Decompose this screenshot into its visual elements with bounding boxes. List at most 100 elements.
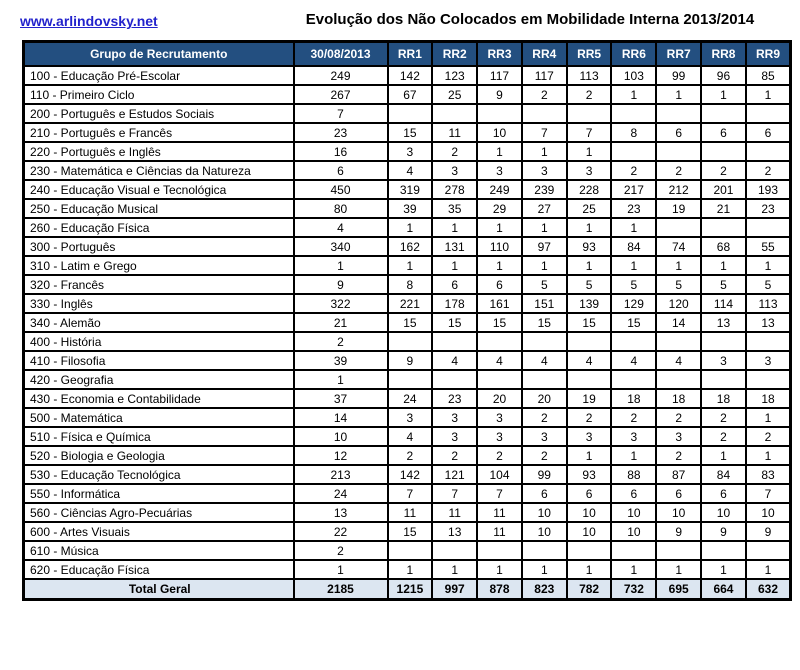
value-cell: 1 [431,217,479,238]
row-label-cell: 430 - Economia e Contabilidade [22,388,295,409]
value-cell: 1 [655,255,703,276]
value-cell: 7 [476,483,523,504]
value-cell: 212 [655,179,703,200]
value-cell: 6 [565,483,613,504]
value-cell: 87 [655,464,703,485]
value-cell: 14 [292,407,389,428]
table-row: 430 - Economia e Contabilidade 37 24 23 20 20… [22,388,792,409]
value-cell: 39 [292,350,389,371]
value-cell: 4 [565,350,613,371]
row-label-cell: 100 - Educação Pré-Escolar [22,65,295,86]
value-cell: 4 [431,350,479,371]
value-cell [565,540,613,561]
value-cell: 3 [386,141,434,162]
table-row: 410 - Filosofia 39 9 4 4 4 4 4 4 3 3 [22,350,792,371]
value-cell: 1 [700,559,747,580]
value-cell: 161 [476,293,523,314]
value-cell: 19 [565,388,613,409]
value-cell: 10 [476,122,523,143]
value-cell [655,540,703,561]
value-cell: 104 [476,464,523,485]
value-cell [744,540,792,561]
row-label-cell: 110 - Primeiro Ciclo [22,84,295,105]
table-row: 200 - Português e Estudos Sociais 7 [22,103,792,124]
value-cell: 85 [744,65,792,86]
value-cell [520,103,568,124]
value-cell: 9 [700,521,747,542]
value-cell: 9 [386,350,434,371]
value-cell: 114 [700,293,747,314]
value-cell: 16 [292,141,389,162]
value-cell: 1 [520,141,568,162]
table-row: 610 - Música 2 [22,540,792,561]
value-cell: 2 [476,445,523,466]
value-cell: 10 [610,502,658,523]
value-cell [520,331,568,352]
total-value-cell: 664 [700,578,747,601]
value-cell [700,103,747,124]
value-cell: 27 [520,198,568,219]
value-cell: 3 [431,160,479,181]
value-cell: 117 [520,65,568,86]
value-cell: 1 [700,255,747,276]
value-cell: 1 [520,255,568,276]
column-header-rr8: RR8 [700,40,747,67]
value-cell: 267 [292,84,389,105]
value-cell: 1 [431,255,479,276]
value-cell: 7 [744,483,792,504]
value-cell: 3 [476,407,523,428]
column-header-rr5: RR5 [565,40,613,67]
value-cell: 319 [386,179,434,200]
value-cell: 99 [520,464,568,485]
total-value-cell: 632 [744,578,792,601]
value-cell [565,369,613,390]
row-label-cell: 620 - Educação Física [22,559,295,580]
value-cell: 9 [744,521,792,542]
table-row: 210 - Português e Francês 23 15 11 10 7 7 8 6 6 6 [22,122,792,143]
value-cell [744,217,792,238]
value-cell: 151 [520,293,568,314]
value-cell: 4 [292,217,389,238]
table-row: 110 - Primeiro Ciclo 267 67 25 9 2 2 1 1 1 1 [22,84,792,105]
table-row: 340 - Alemão 21 15 15 15 15 15 15 14 13 13 [22,312,792,333]
value-cell: 3 [520,426,568,447]
value-cell: 3 [520,160,568,181]
value-cell: 13 [292,502,389,523]
value-cell: 93 [565,236,613,257]
value-cell: 10 [610,521,658,542]
table-row: 230 - Matemática e Ciências da Natureza 6… [22,160,792,181]
value-cell: 5 [610,274,658,295]
value-cell [610,103,658,124]
value-cell: 2 [744,426,792,447]
value-cell: 1 [610,445,658,466]
table-row: 400 - História 2 [22,331,792,352]
value-cell: 9 [292,274,389,295]
value-cell [431,369,479,390]
column-header-rr3: RR3 [476,40,523,67]
row-label-cell: 420 - Geografia [22,369,295,390]
value-cell: 1 [610,255,658,276]
value-cell: 142 [386,464,434,485]
value-cell: 3 [700,350,747,371]
value-cell: 8 [610,122,658,143]
site-link[interactable]: www.arlindovsky.net [20,13,158,29]
row-label-cell: 310 - Latim e Grego [22,255,295,276]
row-label-cell: 260 - Educação Física [22,217,295,238]
value-cell: 20 [520,388,568,409]
value-cell: 39 [386,198,434,219]
value-cell: 93 [565,464,613,485]
value-cell [565,103,613,124]
value-cell: 2 [655,160,703,181]
value-cell: 2 [610,407,658,428]
value-cell: 228 [565,179,613,200]
table-row: 520 - Biologia e Geologia 12 2 2 2 2 1 1 2 1 1 [22,445,792,466]
value-cell: 97 [520,236,568,257]
value-cell: 3 [565,426,613,447]
value-cell [700,369,747,390]
value-cell: 5 [655,274,703,295]
value-cell: 1 [744,84,792,105]
value-cell: 2 [655,407,703,428]
value-cell: 6 [744,122,792,143]
total-value-cell: 823 [520,578,568,601]
